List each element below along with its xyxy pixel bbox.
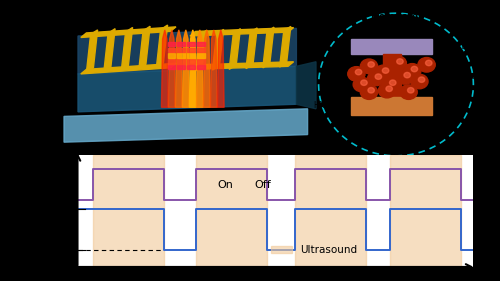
Text: R₁: R₁	[58, 245, 70, 255]
Polygon shape	[178, 59, 185, 64]
Circle shape	[390, 80, 396, 85]
Bar	[196, 155, 267, 267]
Circle shape	[418, 77, 425, 82]
Polygon shape	[178, 65, 185, 69]
Polygon shape	[187, 47, 195, 52]
Circle shape	[378, 83, 396, 98]
Polygon shape	[168, 53, 175, 58]
Circle shape	[408, 88, 414, 93]
Circle shape	[360, 59, 378, 74]
Polygon shape	[187, 42, 195, 46]
Bar	[295, 155, 366, 267]
Circle shape	[368, 71, 385, 86]
Bar	[384, 54, 402, 97]
Polygon shape	[229, 29, 240, 69]
Bar	[351, 39, 432, 54]
Polygon shape	[197, 59, 205, 64]
Polygon shape	[78, 66, 296, 112]
Polygon shape	[168, 30, 175, 107]
Polygon shape	[168, 65, 175, 69]
Polygon shape	[176, 30, 182, 107]
Circle shape	[400, 85, 417, 99]
Circle shape	[356, 69, 362, 75]
Polygon shape	[86, 30, 98, 72]
Circle shape	[386, 86, 392, 92]
Circle shape	[368, 62, 374, 67]
Circle shape	[418, 58, 435, 72]
Polygon shape	[212, 30, 224, 70]
Polygon shape	[168, 47, 175, 52]
Polygon shape	[197, 42, 205, 46]
Polygon shape	[263, 27, 274, 68]
Polygon shape	[190, 62, 294, 69]
Circle shape	[404, 64, 421, 78]
Polygon shape	[280, 26, 291, 67]
Polygon shape	[168, 59, 175, 64]
Circle shape	[375, 65, 392, 80]
Polygon shape	[78, 28, 296, 74]
Polygon shape	[197, 47, 205, 52]
Text: BE  Pt: BE Pt	[457, 101, 479, 110]
Polygon shape	[246, 28, 257, 69]
Polygon shape	[196, 30, 207, 71]
Circle shape	[411, 66, 418, 72]
Circle shape	[396, 70, 413, 84]
Polygon shape	[178, 47, 185, 52]
Polygon shape	[178, 42, 185, 46]
Text: TE W: TE W	[457, 42, 476, 51]
Text: Off: Off	[255, 180, 272, 190]
Polygon shape	[122, 28, 132, 70]
Text: On: On	[218, 180, 234, 190]
Polygon shape	[210, 30, 217, 107]
Polygon shape	[190, 30, 196, 107]
Text: R₀: R₀	[58, 203, 70, 214]
Polygon shape	[162, 30, 168, 107]
Polygon shape	[296, 62, 316, 109]
Circle shape	[382, 77, 399, 92]
Circle shape	[360, 80, 367, 85]
Circle shape	[353, 77, 370, 92]
Polygon shape	[187, 65, 195, 69]
Polygon shape	[178, 53, 185, 58]
Polygon shape	[218, 30, 224, 107]
Bar	[390, 155, 460, 267]
Legend: Ultrasound: Ultrasound	[267, 241, 362, 259]
Text: Memristor: Memristor	[370, 12, 422, 21]
Polygon shape	[197, 65, 205, 69]
Polygon shape	[81, 27, 176, 37]
Circle shape	[348, 67, 365, 81]
Polygon shape	[196, 30, 203, 107]
Bar	[94, 155, 164, 267]
Text: HfO₂: HfO₂	[314, 101, 331, 110]
Polygon shape	[156, 25, 168, 67]
Polygon shape	[81, 63, 176, 74]
Polygon shape	[204, 30, 210, 107]
Polygon shape	[64, 109, 308, 142]
Polygon shape	[104, 29, 115, 71]
Bar	[351, 97, 432, 115]
Text: Resistance (Ω): Resistance (Ω)	[25, 173, 35, 248]
Circle shape	[360, 85, 378, 99]
Circle shape	[426, 60, 432, 66]
Polygon shape	[197, 53, 205, 58]
Circle shape	[411, 74, 428, 89]
Polygon shape	[168, 42, 175, 46]
Polygon shape	[187, 59, 195, 64]
Circle shape	[396, 59, 403, 64]
Circle shape	[375, 74, 382, 79]
Circle shape	[382, 68, 389, 73]
Text: Time (s): Time (s)	[480, 274, 500, 281]
Polygon shape	[187, 53, 195, 58]
Polygon shape	[139, 26, 150, 69]
Circle shape	[368, 88, 374, 93]
Circle shape	[404, 72, 410, 78]
Circle shape	[389, 56, 406, 71]
Polygon shape	[190, 28, 294, 36]
Polygon shape	[182, 30, 189, 107]
Text: Metal Hf: Metal Hf	[457, 72, 490, 81]
Text: IDTs: IDTs	[81, 8, 100, 18]
